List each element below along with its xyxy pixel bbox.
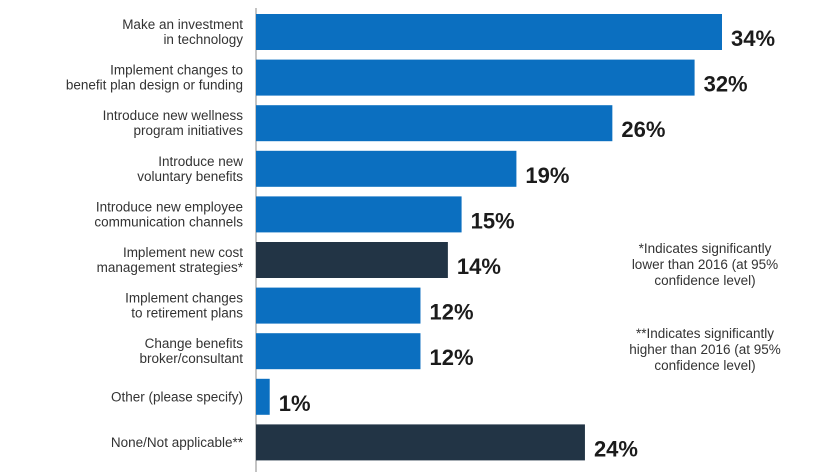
bar-value-label: 19% [525, 163, 569, 188]
bar-value-label: 1% [279, 391, 311, 416]
bar [256, 287, 421, 324]
category-label: Implement changes to retirement plans [125, 291, 243, 321]
category-label: Make an investment in technology [122, 17, 243, 47]
footnote-lower-line: lower than 2016 (at 95% [631, 257, 779, 272]
footnote-higher-line: higher than 2016 (at 95% [629, 342, 781, 357]
bar-value-label: 32% [704, 72, 748, 97]
category-label-line: voluntary benefits [137, 169, 243, 184]
bar-value-label: 15% [471, 208, 515, 233]
category-label-line: communication channels [94, 214, 243, 229]
category-label-line: management strategies* [97, 260, 244, 275]
category-label-line: Other (please specify) [111, 389, 243, 404]
bar [256, 378, 270, 415]
bar [256, 242, 448, 278]
category-label: Introduce new employee communication chan… [94, 199, 243, 229]
category-label: Change benefits broker/consultant [139, 336, 243, 366]
category-label-line: broker/consultant [139, 351, 243, 366]
footnote-higher-line: **Indicates significantly [635, 326, 775, 341]
category-label-line: Introduce new wellness [103, 108, 244, 123]
bar-value-label: 12% [429, 300, 473, 325]
bar-value-label: 12% [429, 345, 473, 370]
category-label: Other (please specify) [111, 389, 243, 404]
category-label-line: Make an investment [122, 17, 243, 32]
bar [256, 424, 585, 461]
bar [256, 333, 421, 370]
category-label-line: Introduce new [158, 154, 243, 169]
category-label: Introduce new wellness program initiative… [103, 108, 244, 138]
bar [256, 150, 517, 187]
footnote-higher: **Indicates significantly higher than 20… [600, 326, 810, 374]
bar [256, 59, 695, 96]
footnote-lower-line: *Indicates significantly [638, 241, 772, 256]
category-label-line: to retirement plans [131, 306, 243, 321]
bar-value-label: 26% [621, 117, 665, 142]
bars-group: 34% Make an investment in technology 32% Imp… [66, 14, 775, 461]
bar [256, 105, 613, 142]
category-label: None/Not applicable** [111, 435, 244, 450]
category-label: Introduce new voluntary benefits [137, 154, 243, 184]
category-label-line: Introduce new employee [96, 199, 243, 214]
category-label-line: Change benefits [145, 336, 244, 351]
category-label-line: Implement new cost [123, 245, 243, 260]
category-label-line: program initiatives [133, 123, 243, 138]
footnote-lower: *Indicates significantly lower than 2016… [600, 241, 810, 289]
bar [256, 14, 722, 50]
category-label: Implement changes to benefit plan design … [66, 63, 243, 93]
category-label-line: Implement changes [125, 291, 243, 306]
category-label-line: Implement changes to [110, 63, 243, 78]
bar-value-label: 24% [594, 436, 638, 461]
bar-value-label: 14% [457, 254, 501, 279]
footnote-lower-line: confidence level) [654, 273, 756, 288]
category-label-line: in technology [163, 32, 243, 47]
bar-value-label: 34% [731, 26, 775, 51]
category-label: Implement new cost management strategies* [97, 245, 244, 275]
category-label-line: None/Not applicable** [111, 435, 244, 450]
footnote-higher-line: confidence level) [654, 358, 756, 373]
category-label-line: benefit plan design or funding [66, 78, 243, 93]
bar [256, 196, 462, 233]
